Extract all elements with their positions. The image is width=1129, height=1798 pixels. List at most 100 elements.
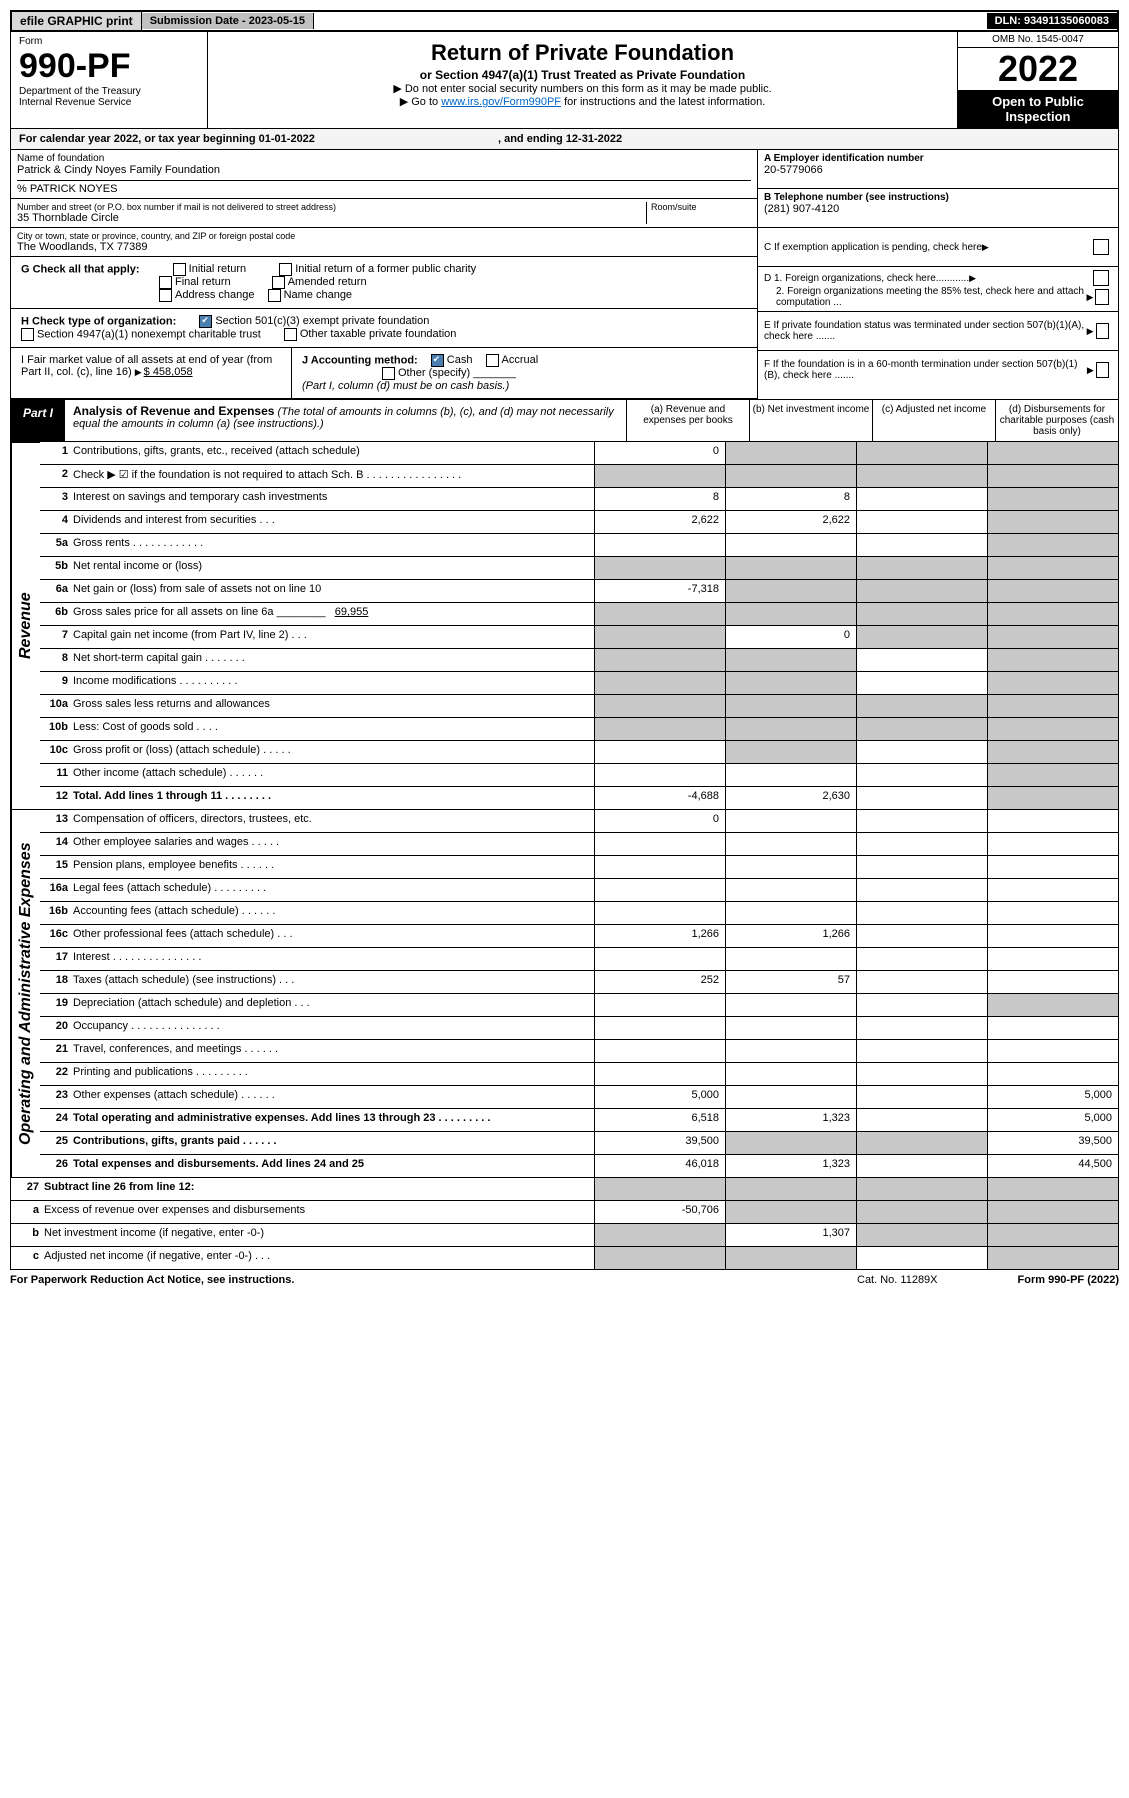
line-16a-a bbox=[594, 879, 725, 901]
line-14-b bbox=[725, 833, 856, 855]
line-3-d bbox=[987, 488, 1118, 510]
line-b-c bbox=[856, 1224, 987, 1246]
omb: OMB No. 1545-0047 bbox=[958, 32, 1118, 48]
line-10a-a bbox=[594, 695, 725, 717]
address: 35 Thornblade Circle bbox=[17, 212, 646, 224]
submission-date: Submission Date - 2023-05-15 bbox=[142, 13, 314, 29]
address-change-cb[interactable] bbox=[159, 289, 172, 302]
g-row: G Check all that apply: Initial return I… bbox=[11, 257, 757, 309]
501c3-cb[interactable] bbox=[199, 315, 212, 328]
line-7-b: 0 bbox=[725, 626, 856, 648]
line-16c-c bbox=[856, 925, 987, 947]
line-22: 22 Printing and publications . . . . . .… bbox=[40, 1063, 1118, 1086]
line-19-a bbox=[594, 994, 725, 1016]
line-27-d bbox=[987, 1178, 1118, 1200]
note1: ▶ Do not enter social security numbers o… bbox=[214, 82, 951, 95]
line-1-d bbox=[987, 442, 1118, 464]
initial-return-cb[interactable] bbox=[173, 263, 186, 276]
line-6a-c bbox=[856, 580, 987, 602]
amended-cb[interactable] bbox=[272, 276, 285, 289]
line-17-a bbox=[594, 948, 725, 970]
line-20: 20 Occupancy . . . . . . . . . . . . . .… bbox=[40, 1017, 1118, 1040]
dln: DLN: 93491135060083 bbox=[987, 13, 1117, 29]
line-a-b bbox=[725, 1201, 856, 1223]
line-6b-a bbox=[594, 603, 725, 625]
line-16c-d bbox=[987, 925, 1118, 947]
line-10a: 10a Gross sales less returns and allowan… bbox=[40, 695, 1118, 718]
line-20-c bbox=[856, 1017, 987, 1039]
instructions-link[interactable]: www.irs.gov/Form990PF bbox=[441, 96, 561, 108]
4947-cb[interactable] bbox=[21, 328, 34, 341]
line-6b-b bbox=[725, 603, 856, 625]
line-13-c bbox=[856, 810, 987, 832]
d1-cb[interactable] bbox=[1093, 270, 1109, 286]
line-8-c bbox=[856, 649, 987, 671]
line-26-d: 44,500 bbox=[987, 1155, 1118, 1177]
phone-label: B Telephone number (see instructions) bbox=[764, 192, 949, 203]
line-16a-b bbox=[725, 879, 856, 901]
line-6b-d bbox=[987, 603, 1118, 625]
line-18-d bbox=[987, 971, 1118, 993]
d2-cb[interactable] bbox=[1095, 289, 1109, 305]
line-14-a bbox=[594, 833, 725, 855]
c-cb[interactable] bbox=[1093, 239, 1109, 255]
line-a-d bbox=[987, 1201, 1118, 1223]
line-a-a: -50,706 bbox=[594, 1201, 725, 1223]
line-19: 19 Depreciation (attach schedule) and de… bbox=[40, 994, 1118, 1017]
line-5a-d bbox=[987, 534, 1118, 556]
line-10c-c bbox=[856, 741, 987, 763]
line-11-b bbox=[725, 764, 856, 786]
line-24-a: 6,518 bbox=[594, 1109, 725, 1131]
line-5a: 5a Gross rents . . . . . . . . . . . . bbox=[40, 534, 1118, 557]
efile-button[interactable]: efile GRAPHIC print bbox=[12, 12, 142, 30]
cash-cb[interactable] bbox=[431, 354, 444, 367]
line-5b: 5b Net rental income or (loss) bbox=[40, 557, 1118, 580]
initial-former-cb[interactable] bbox=[279, 263, 292, 276]
open-public: Open to Public Inspection bbox=[958, 90, 1118, 128]
d2-label: 2. Foreign organizations meeting the 85%… bbox=[764, 286, 1087, 308]
line-2-d bbox=[987, 465, 1118, 487]
line-10b-a bbox=[594, 718, 725, 740]
line-5a-b bbox=[725, 534, 856, 556]
line-26-c bbox=[856, 1155, 987, 1177]
line-8: 8 Net short-term capital gain . . . . . … bbox=[40, 649, 1118, 672]
line-6a-d bbox=[987, 580, 1118, 602]
line-10c: 10c Gross profit or (loss) (attach sched… bbox=[40, 741, 1118, 764]
final-return-cb[interactable] bbox=[159, 276, 172, 289]
e-cb[interactable] bbox=[1096, 323, 1109, 339]
line-5a-a bbox=[594, 534, 725, 556]
line-10a-c bbox=[856, 695, 987, 717]
line-15-a bbox=[594, 856, 725, 878]
line-21-a bbox=[594, 1040, 725, 1062]
line-24-b: 1,323 bbox=[725, 1109, 856, 1131]
part1-title: Analysis of Revenue and Expenses bbox=[73, 404, 274, 418]
line-6a-b bbox=[725, 580, 856, 602]
line-25-c bbox=[856, 1132, 987, 1154]
line-15-c bbox=[856, 856, 987, 878]
line-10a-b bbox=[725, 695, 856, 717]
note2: ▶ Go to www.irs.gov/Form990PF for instru… bbox=[214, 95, 951, 108]
line-a: a Excess of revenue over expenses and di… bbox=[11, 1201, 1118, 1224]
other-method-cb[interactable] bbox=[382, 367, 395, 380]
line-5b-b bbox=[725, 557, 856, 579]
line-3-b: 8 bbox=[725, 488, 856, 510]
line-4: 4 Dividends and interest from securities… bbox=[40, 511, 1118, 534]
line-6b-c bbox=[856, 603, 987, 625]
line-16a: 16a Legal fees (attach schedule) . . . .… bbox=[40, 879, 1118, 902]
line-10b: 10b Less: Cost of goods sold . . . . bbox=[40, 718, 1118, 741]
name-change-cb[interactable] bbox=[268, 289, 281, 302]
col-a: (a) Revenue and expenses per books bbox=[626, 400, 749, 441]
line-3-a: 8 bbox=[594, 488, 725, 510]
line-1-b bbox=[725, 442, 856, 464]
other-taxable-cb[interactable] bbox=[284, 328, 297, 341]
line-10c-b bbox=[725, 741, 856, 763]
line-19-c bbox=[856, 994, 987, 1016]
line-15-d bbox=[987, 856, 1118, 878]
ein: 20-5779066 bbox=[764, 164, 823, 176]
line-10b-d bbox=[987, 718, 1118, 740]
f-cb[interactable] bbox=[1096, 362, 1109, 378]
line-15-b bbox=[725, 856, 856, 878]
accrual-cb[interactable] bbox=[486, 354, 499, 367]
form-ref: Form 990-PF (2022) bbox=[1018, 1274, 1119, 1286]
line-21-d bbox=[987, 1040, 1118, 1062]
